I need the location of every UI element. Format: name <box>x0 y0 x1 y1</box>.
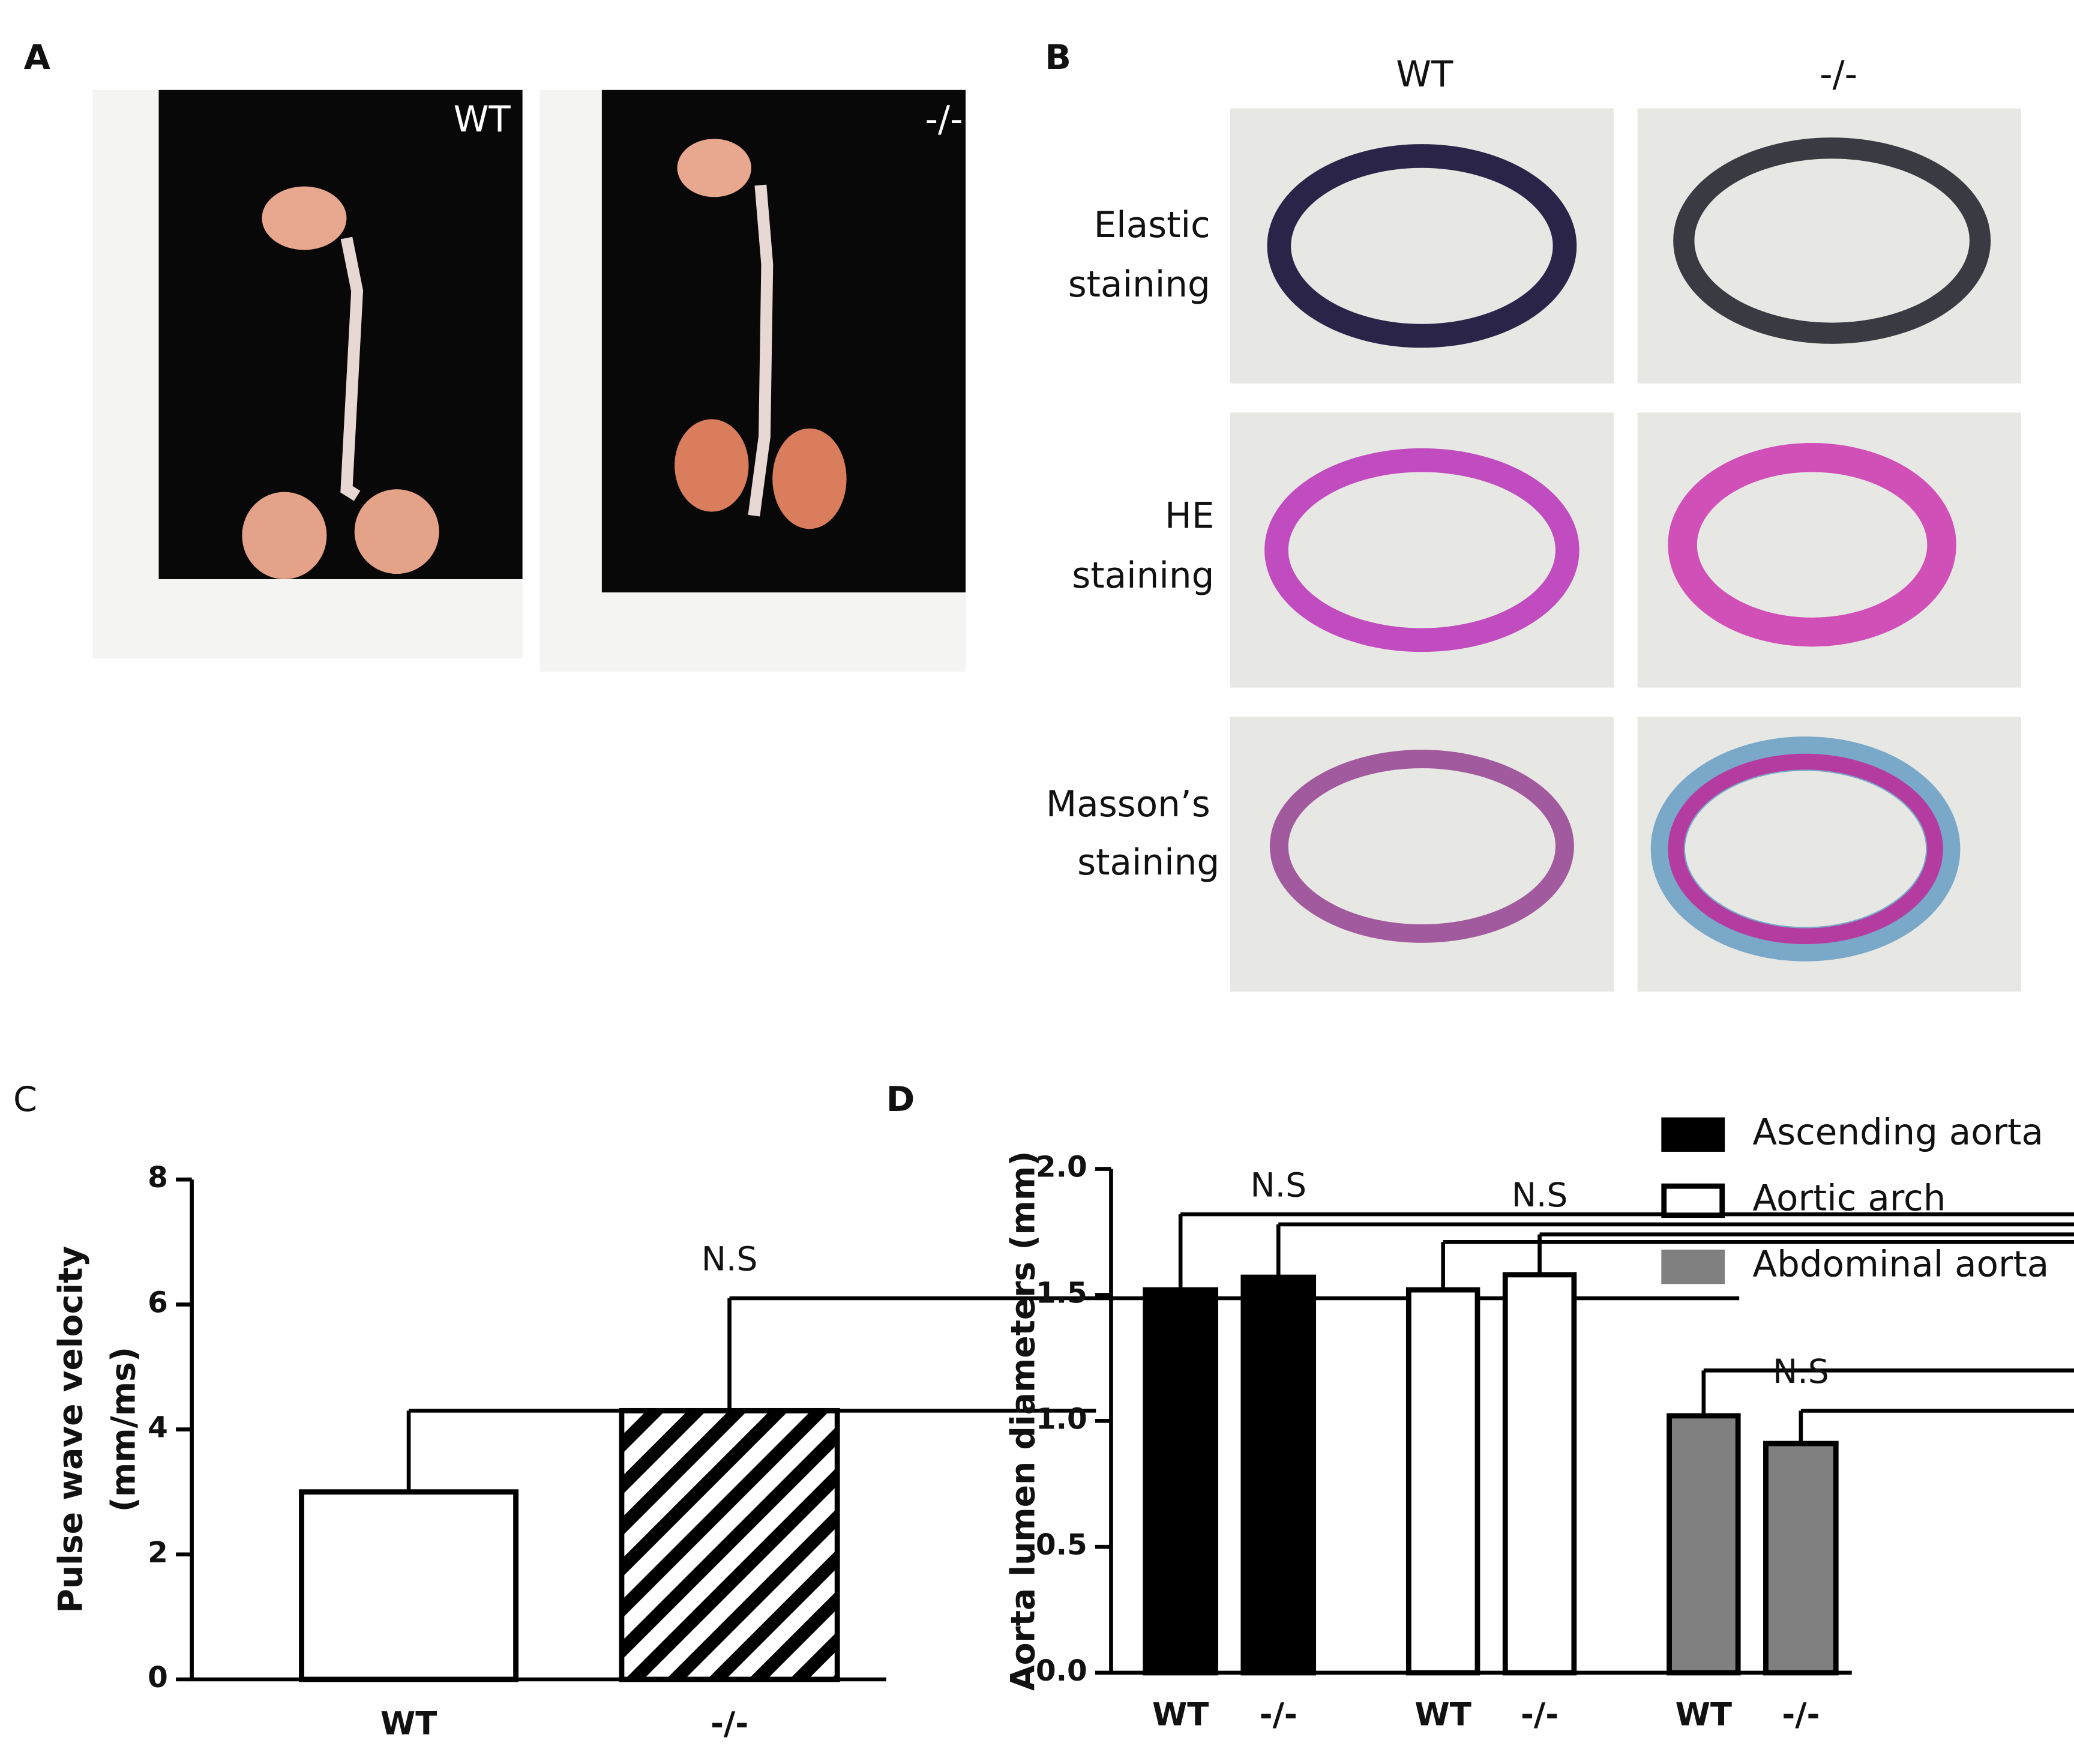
panel-label: B <box>1045 37 1071 77</box>
x-tick-label: WT <box>1152 1696 1209 1733</box>
annotation: N.S <box>702 1239 758 1278</box>
row-label: HE <box>1165 496 1214 537</box>
y-tick-label: 0 <box>148 1661 168 1694</box>
x-tick-label: WT <box>380 1706 437 1742</box>
legend-label: Aortic arch <box>1752 1178 1946 1220</box>
column-header: -/- <box>1820 54 1857 95</box>
bar <box>1405 1287 1480 1676</box>
bar <box>1667 1413 1741 1676</box>
row-label: staining <box>1077 842 1219 884</box>
y-axis-label: Pulse wave velocity <box>51 1246 89 1613</box>
row-label: Masson’s <box>1046 784 1210 825</box>
row-label: Elastic <box>1094 205 1210 246</box>
y-tick-label: 8 <box>148 1161 168 1194</box>
y-tick-label: 6 <box>148 1286 168 1319</box>
legend-swatch <box>1661 1183 1725 1218</box>
panel-label: C <box>13 1079 37 1119</box>
bar <box>619 1407 840 1682</box>
annotation: N.S <box>1773 1352 1829 1391</box>
annotation: N.S <box>1250 1166 1306 1204</box>
photo-wt <box>92 89 523 659</box>
y-axis-label: Aorta lumen diameters (mm) <box>1003 1151 1042 1691</box>
annotation: N.S <box>1512 1176 1568 1214</box>
bar <box>1240 1274 1317 1676</box>
legend-swatch <box>1661 1249 1725 1284</box>
y-axis-label: (mm/ms) <box>104 1347 143 1512</box>
photo-label: WT <box>454 99 511 140</box>
bar <box>1143 1287 1218 1676</box>
bar <box>1763 1440 1839 1676</box>
y-tick-label: 4 <box>148 1411 168 1445</box>
x-tick-label: WT <box>1676 1696 1732 1733</box>
row-label: staining <box>1068 264 1210 306</box>
y-tick-label: 0.0 <box>1036 1654 1087 1688</box>
panel-label: A <box>24 37 51 77</box>
panel-label: D <box>886 1079 915 1119</box>
x-tick-label: -/- <box>1521 1696 1559 1733</box>
bar <box>299 1489 518 1682</box>
x-tick-label: -/- <box>1260 1696 1297 1733</box>
histology-grid <box>1230 108 2021 992</box>
legend-swatch <box>1661 1117 1725 1152</box>
x-tick-label: WT <box>1414 1696 1471 1733</box>
bar <box>1502 1272 1577 1676</box>
y-tick-label: 2 <box>148 1536 168 1570</box>
legend-label: Ascending aorta <box>1752 1112 2043 1153</box>
legend-label: Abdominal aorta <box>1752 1244 2049 1286</box>
y-tick-label: 1.0 <box>1036 1402 1087 1436</box>
y-tick-label: 0.5 <box>1036 1528 1087 1562</box>
x-tick-label: -/- <box>711 1706 748 1742</box>
column-header: WT <box>1396 54 1453 95</box>
photo-ko <box>540 89 966 672</box>
x-tick-label: -/- <box>1782 1696 1820 1733</box>
photo-label: -/- <box>925 99 963 140</box>
row-label: staining <box>1072 555 1214 597</box>
y-tick-label: 1.5 <box>1036 1276 1087 1310</box>
y-tick-label: 2.0 <box>1036 1151 1087 1184</box>
